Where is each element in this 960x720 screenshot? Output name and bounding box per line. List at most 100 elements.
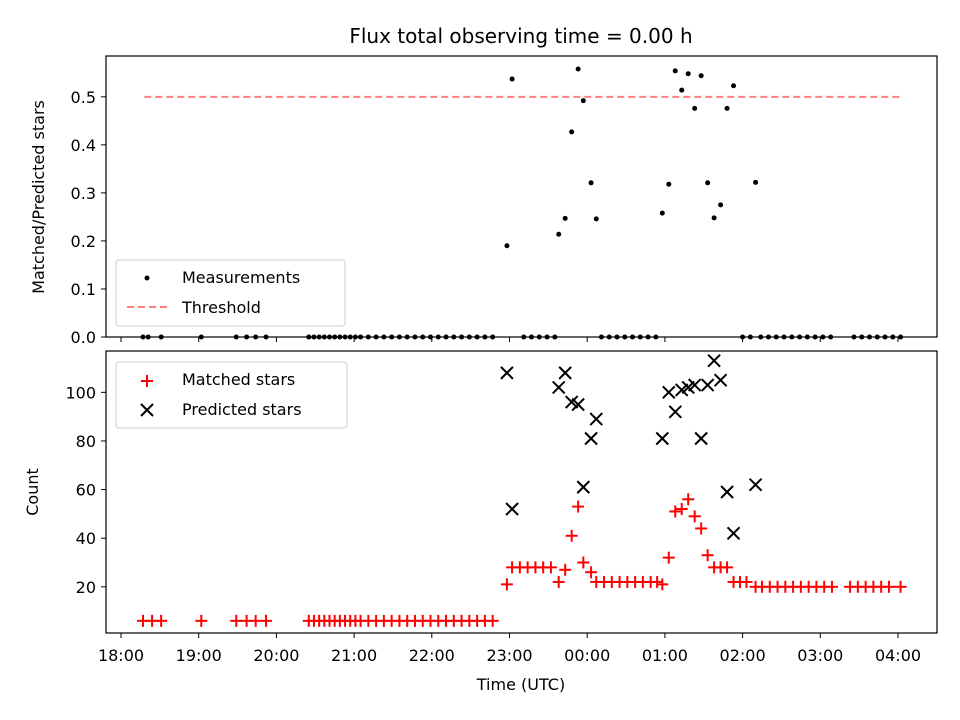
count-panel: 20 40 60 80 100 18:00 19:00 20:00 21:00 22:00 23:… [23,350,938,694]
measurement-point [705,180,711,186]
predicted-star-point [668,405,682,419]
matched-star-point [701,549,714,562]
matched-star-point [577,556,590,569]
matched-star-point [559,563,572,576]
predicted-star-point [589,412,603,426]
matched-star-point [695,522,708,535]
matched-star-point [155,614,168,627]
x-tick-label: 20:00 [253,646,299,665]
x-tick-label: 18:00 [98,646,144,665]
predicted-star-point [552,380,566,395]
measurement-point [718,202,724,208]
threshold-legend-label: Threshold [181,298,261,317]
x-tick-label: 21:00 [331,646,377,665]
matched-star-point [565,529,578,542]
count-y-axis: 20 40 60 80 100 [65,383,106,597]
measurement-point [666,181,672,187]
measurement-point [731,83,737,89]
matched-star-point [669,505,682,518]
count-y-tick-label: 100 [65,383,96,402]
predicted-star-point [576,480,591,494]
measurement-point [509,76,515,82]
matched-star-point [585,566,598,579]
measurement-point [692,105,698,111]
count-axes-frame [105,350,938,634]
count-y-tick-label: 20 [76,578,96,597]
measurement-point [588,180,594,186]
predicted-star-point [662,385,676,400]
x-tick-label: 01:00 [642,646,688,665]
count-y-axis-label: Count [23,468,42,516]
matched-star-point [688,510,701,523]
matched-star-point [572,500,585,513]
ratio-y-tick-label: 0.1 [71,280,96,299]
ratio-legend-box [115,259,346,327]
measurement-point [569,129,575,135]
matched-star-point [882,580,895,593]
ratio-panel: 0.0 0.1 0.2 0.3 0.4 0.5 Matched/Predicted sta… [29,55,938,347]
measurement-point [659,210,665,216]
measurement-point [580,98,586,104]
ratio-y-axis-label: Matched/Predicted stars [29,100,48,294]
x-tick-label: 02:00 [720,646,766,665]
matched-star-point [486,614,499,627]
predicted-star-point [720,485,734,499]
x-tick-label: 03:00 [797,646,843,665]
predicted-star-point [558,366,572,380]
matched-star-point [675,503,688,516]
matched-star-point [552,575,565,588]
predicted-legend-marker [140,403,154,417]
ratio-y-tick-label: 0.4 [71,136,96,155]
predicted-star-point [500,366,514,380]
measurement-point [698,73,704,79]
predicted-star-point [694,431,708,446]
predicted-star-point [571,397,585,412]
predicted-legend-label: Predicted stars [182,400,302,419]
count-legend: Matched stars Predicted stars [115,361,348,429]
matched-star-point [662,551,675,564]
matched-star-point [249,614,262,627]
matched-star-point [825,580,838,593]
matched-star-point [740,575,753,588]
matched-star-point [651,575,664,588]
ratio-y-tick-label: 0.5 [71,88,96,107]
matched-star-point [656,578,669,591]
matched-star-point [230,614,243,627]
count-legend-box [115,361,348,429]
count-y-tick-label: 40 [76,529,96,548]
ratio-y-axis: 0.0 0.1 0.2 0.3 0.4 0.5 [71,88,106,347]
predicted-star-point [748,477,763,492]
matched-star-point [682,493,695,506]
measurement-point [575,66,581,72]
x-tick-label: 04:00 [875,646,921,665]
matched-star-point [500,578,513,591]
measurement-point [672,68,678,74]
matched-legend-label: Matched stars [182,370,295,389]
ratio-x-ticks [120,337,899,342]
predicted-star-point [707,354,721,368]
measurement-point [593,216,599,222]
predicted-star-point [505,502,519,516]
predicted-star-point [700,378,715,392]
predicted-star-point [713,373,728,387]
predicted-star-point [655,431,670,446]
matched-star-point [721,561,734,574]
time-x-axis: 18:00 19:00 20:00 21:00 22:00 23:00 00:00 01:00… [98,633,921,665]
count-y-tick-label: 80 [76,432,96,451]
matched-star-point [894,580,907,593]
measurement-point [679,87,685,93]
predicted-star-point [584,431,598,446]
matched-star-point [260,614,273,627]
x-tick-label: 00:00 [564,646,610,665]
measurement-point [504,243,510,249]
measurement-point [724,105,730,111]
x-tick-label: 19:00 [176,646,222,665]
measurements-legend-label: Measurements [182,268,300,287]
measurement-point [556,231,562,237]
ratio-y-tick-label: 0.3 [71,184,96,203]
predicted-star-point [726,526,741,541]
ratio-y-tick-label: 0.0 [71,328,96,347]
measurements-legend-marker [144,275,150,281]
x-axis-label: Time (UTC) [476,675,565,694]
